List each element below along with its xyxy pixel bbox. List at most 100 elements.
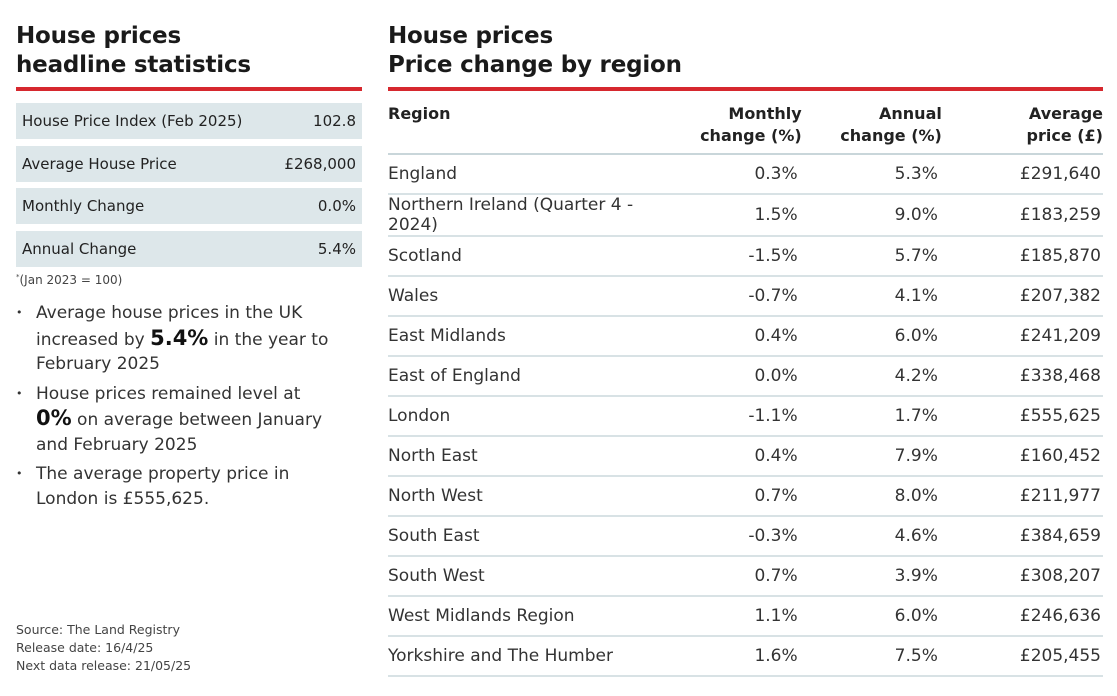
- region-table: Region Monthly change (%) Annual change (%…: [388, 101, 1103, 677]
- table-row: North West 0.7% 8.0% £211,977: [388, 476, 1103, 517]
- cell-annual: 5.7%: [801, 236, 942, 277]
- cell-region: South East: [388, 516, 673, 557]
- table-body: England 0.3% 5.3% £291,640 Northern Ireland …: [388, 154, 1103, 677]
- table-row: South East -0.3% 4.6% £384,659: [388, 516, 1103, 557]
- cell-annual: 4.6%: [801, 516, 942, 557]
- cell-annual: 1.7%: [801, 396, 942, 437]
- source-info: Source: The Land Registry Release date: …: [16, 621, 191, 675]
- cell-monthly: 0.4%: [673, 436, 802, 477]
- cell-region: North East: [388, 436, 673, 477]
- cell-region: East Midlands: [388, 316, 673, 357]
- cell-monthly: -1.5%: [673, 236, 802, 277]
- cell-region: North West: [388, 476, 673, 517]
- stat-row-hpi: House Price Index (Feb 2025) 102.8: [16, 103, 362, 139]
- cell-annual: 6.0%: [801, 316, 942, 357]
- cell-price: £338,468: [941, 356, 1103, 397]
- cell-price: £384,659: [941, 516, 1103, 557]
- cell-monthly: 1.1%: [673, 596, 802, 637]
- cell-monthly: -0.7%: [673, 276, 802, 317]
- cell-price: £211,977: [941, 476, 1103, 517]
- cell-region: Northern Ireland (Quarter 4 - 2024): [388, 194, 673, 237]
- highlight-value: 0%: [36, 406, 72, 430]
- cell-region: East of England: [388, 356, 673, 397]
- cell-region: Yorkshire and The Humber: [388, 636, 673, 677]
- stat-value: 5.4%: [317, 239, 356, 258]
- table-row: London -1.1% 1.7% £555,625: [388, 396, 1103, 437]
- cell-monthly: 1.6%: [673, 636, 802, 677]
- cell-region: Scotland: [388, 236, 673, 277]
- stat-value: 0.0%: [317, 197, 356, 215]
- highlight-value: 5.4%: [150, 325, 209, 350]
- header-annual: Annual change (%): [801, 101, 942, 155]
- cell-monthly: 0.7%: [673, 476, 802, 517]
- stat-label: Monthly Change: [22, 197, 145, 215]
- table-row: England 0.3% 5.3% £291,640: [388, 154, 1103, 195]
- cell-monthly: 0.0%: [673, 356, 802, 397]
- stat-row-average-price: Average House Price £268,000: [16, 145, 362, 182]
- cell-annual: 7.5%: [801, 636, 942, 677]
- cell-annual: 8.0%: [801, 476, 942, 517]
- table-row: West Midlands Region 1.1% 6.0% £246,636: [388, 596, 1103, 637]
- header-monthly: Monthly change (%): [673, 101, 802, 155]
- cell-price: £308,207: [941, 556, 1103, 597]
- cell-price: £160,452: [941, 436, 1103, 477]
- cell-price: £291,640: [941, 154, 1103, 195]
- cell-region: South West: [388, 556, 673, 597]
- source-text: Source: The Land Registry: [16, 622, 180, 637]
- cell-monthly: 1.5%: [673, 194, 802, 237]
- table-row: Northern Ireland (Quarter 4 - 2024) 1.5% 9…: [388, 194, 1103, 237]
- table-row: South West 0.7% 3.9% £308,207: [388, 556, 1103, 597]
- cell-price: £246,636: [941, 596, 1103, 637]
- cell-price: £207,382: [941, 276, 1103, 317]
- cell-monthly: 0.4%: [673, 316, 802, 357]
- table-row: Yorkshire and The Humber 1.6% 7.5% £205,455: [388, 636, 1103, 677]
- release-date: Release date: 16/4/25: [16, 640, 154, 655]
- stat-label: Annual Change: [22, 239, 137, 258]
- cell-annual: 9.0%: [801, 194, 942, 237]
- cell-annual: 6.0%: [801, 596, 942, 637]
- cell-annual: 7.9%: [801, 436, 942, 477]
- table-header-row: Region Monthly change (%) Annual change (%…: [388, 101, 1103, 155]
- cell-annual: 3.9%: [801, 556, 942, 597]
- stat-label: Average House Price: [22, 154, 177, 173]
- next-release: Next data release: 21/05/25: [16, 658, 192, 673]
- headline-panel: House prices headline statistics House P…: [16, 22, 362, 516]
- cell-price: £183,259: [941, 194, 1103, 237]
- cell-region: London: [388, 396, 673, 437]
- stat-value: 102.8: [313, 112, 356, 130]
- cell-monthly: -0.3%: [673, 516, 802, 557]
- cell-annual: 4.1%: [801, 276, 942, 317]
- stat-row-annual-change: Annual Change 5.4%: [16, 230, 362, 267]
- bullet-annual: Average house prices in the UK increased…: [16, 301, 336, 377]
- cell-annual: 5.3%: [801, 154, 942, 195]
- cell-monthly: 0.3%: [673, 154, 802, 195]
- region-panel: House prices Price change by region Regi…: [388, 22, 1103, 677]
- header-price: Average price (£): [941, 101, 1103, 155]
- index-footnote: *(Jan 2023 = 100): [16, 273, 123, 287]
- table-row: Wales -0.7% 4.1% £207,382: [388, 276, 1103, 317]
- table-row: East Midlands 0.4% 6.0% £241,209: [388, 316, 1103, 357]
- cell-region: England: [388, 154, 673, 195]
- table-row: Scotland -1.5% 5.7% £185,870: [388, 236, 1103, 277]
- stat-row-monthly-change: Monthly Change 0.0%: [16, 188, 362, 224]
- cell-monthly: 0.7%: [673, 556, 802, 597]
- summary-bullets: Average house prices in the UK increased…: [16, 301, 362, 511]
- table-row: East of England 0.0% 4.2% £338,468: [388, 356, 1103, 397]
- stats-list: House Price Index (Feb 2025) 102.8 Avera…: [16, 103, 362, 267]
- header-region: Region: [388, 101, 673, 155]
- cell-price: £555,625: [941, 396, 1103, 437]
- cell-annual: 4.2%: [801, 356, 942, 397]
- cell-monthly: -1.1%: [673, 396, 802, 437]
- cell-price: £205,455: [941, 636, 1103, 677]
- headline-title: House prices headline statistics: [16, 22, 362, 91]
- bullet-london: The average property price in London is …: [16, 462, 336, 511]
- cell-price: £241,209: [941, 316, 1103, 357]
- table-row: North East 0.4% 7.9% £160,452: [388, 436, 1103, 477]
- cell-price: £185,870: [941, 236, 1103, 277]
- bullet-monthly: House prices remained level at 0% on ave…: [16, 382, 336, 458]
- cell-region: West Midlands Region: [388, 596, 673, 637]
- stat-label: House Price Index (Feb 2025): [22, 112, 243, 130]
- cell-region: Wales: [388, 276, 673, 317]
- region-title: House prices Price change by region: [388, 22, 1103, 91]
- stat-value: £268,000: [284, 154, 356, 173]
